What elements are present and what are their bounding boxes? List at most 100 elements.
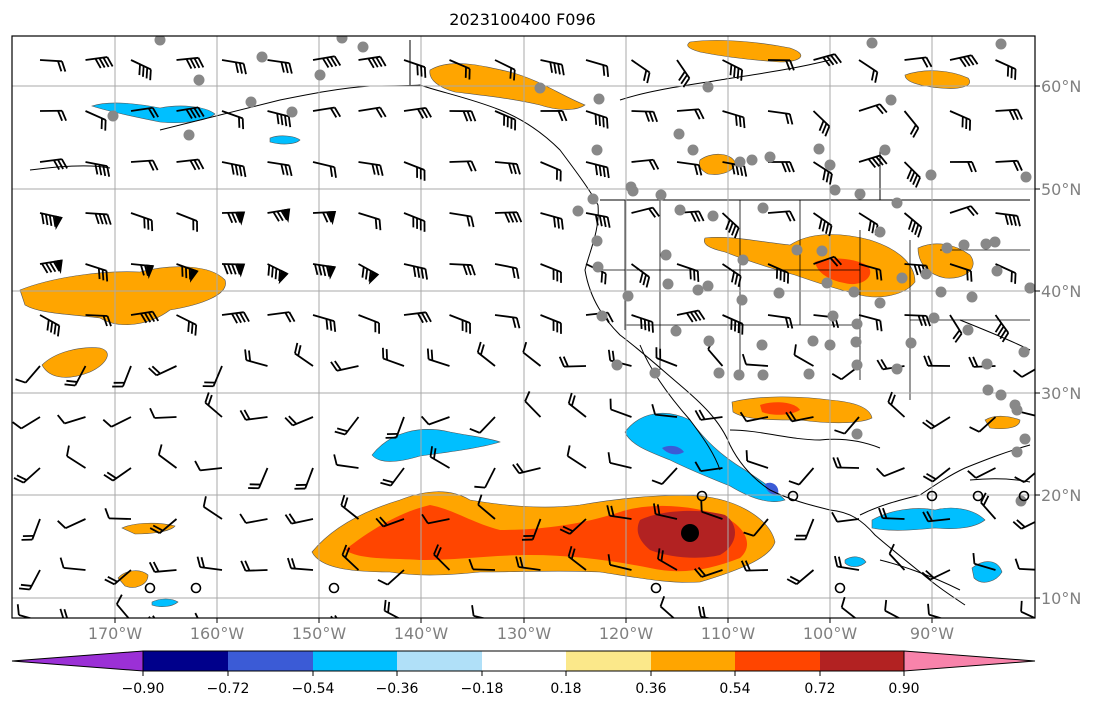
wind-barb — [149, 518, 178, 534]
station-marker — [357, 41, 369, 53]
wind-barb — [834, 555, 860, 571]
station-marker — [193, 74, 205, 86]
wind-barb — [585, 161, 610, 179]
station-marker — [336, 36, 348, 44]
wind-barb — [176, 314, 198, 336]
wind-barb — [722, 110, 746, 129]
wind-barb — [284, 415, 314, 427]
wind-barb — [1040, 264, 1067, 277]
lon-label: 120°W — [598, 624, 654, 643]
shade-pacific-blue-small-2 — [844, 556, 867, 567]
wind-barb — [972, 552, 996, 571]
wind-barb — [609, 398, 632, 418]
shade-plains-core — [815, 258, 871, 285]
station-marker — [928, 312, 940, 324]
wind-barb — [1038, 111, 1066, 128]
station-marker — [874, 226, 886, 238]
wind-barb — [858, 154, 888, 168]
wind-barb — [921, 569, 951, 581]
wind-barb — [221, 161, 247, 178]
wind-barb — [793, 344, 814, 367]
station-marker — [851, 359, 863, 371]
open-circle-marker — [650, 582, 662, 594]
wind-barb — [1012, 365, 1035, 378]
station-marker — [107, 110, 119, 122]
wind-barb — [312, 55, 342, 68]
lon-label: 170°W — [87, 624, 143, 643]
station-marker — [829, 184, 841, 196]
wind-barb — [540, 161, 562, 182]
shaded-negative-regions — [91, 102, 1003, 607]
wind-barb — [148, 615, 160, 618]
wind-barb — [585, 59, 610, 77]
wind-barb — [994, 314, 1010, 343]
wind-barb — [420, 415, 450, 426]
wind-barb — [380, 467, 405, 487]
wind-barb — [284, 513, 314, 525]
wind-barb — [103, 467, 132, 482]
wind-barb — [312, 314, 337, 332]
station-marker — [1019, 433, 1031, 445]
wind-barb — [196, 556, 223, 571]
shade-pacific-blue-small — [151, 598, 179, 607]
wind-barb — [358, 212, 382, 231]
wind-barb — [630, 263, 651, 288]
wind-barb — [840, 596, 860, 618]
wind-barb — [676, 161, 703, 176]
open-circle-marker — [1018, 490, 1030, 502]
station-marker — [995, 389, 1007, 401]
colorbar-label: 0.36 — [635, 681, 667, 697]
wind-barb — [767, 59, 795, 71]
wind-barb — [375, 516, 405, 528]
wind-barb — [741, 353, 769, 367]
wind-barb — [631, 314, 654, 333]
tropical-markers — [144, 490, 1030, 594]
station-marker — [807, 335, 819, 347]
colorbar-label: −0.54 — [291, 681, 335, 697]
wind-barb — [64, 365, 87, 387]
station-marker — [757, 369, 769, 381]
wind-barb — [832, 457, 860, 469]
wind-barb — [341, 544, 360, 571]
station-marker — [256, 51, 268, 63]
wind-barb — [477, 494, 496, 520]
wind-barb — [244, 349, 268, 367]
wind-barb — [858, 59, 879, 83]
station-marker — [850, 336, 862, 348]
wind-barb — [607, 554, 632, 571]
wind-barb — [923, 355, 951, 367]
wind-barb — [382, 347, 405, 367]
colorbar-segment — [566, 651, 651, 671]
station-marker — [734, 156, 746, 168]
wind-barb — [786, 569, 815, 585]
lon-label: 90°W — [909, 624, 955, 643]
wind-barb — [743, 518, 769, 537]
wind-barb — [767, 110, 794, 125]
station-marker — [662, 278, 674, 290]
colorbar-frame — [142, 650, 905, 672]
wind-barb — [333, 454, 359, 469]
colorbar-segment — [313, 651, 397, 671]
station-marker — [737, 254, 749, 266]
station-marker — [611, 359, 623, 371]
station-marker — [534, 82, 546, 94]
station-marker — [245, 96, 257, 108]
wind-barb — [721, 212, 740, 239]
station-marker — [591, 235, 603, 247]
shade-baja-dark — [662, 445, 684, 455]
wind-barb — [659, 595, 678, 618]
station-marker — [854, 188, 866, 200]
shade-caribbean-blue — [871, 507, 986, 531]
station-marker — [982, 384, 994, 396]
shade-central-america-blue — [971, 561, 1003, 583]
wind-barb — [221, 263, 246, 278]
wind-barbs — [12, 53, 1067, 618]
wind-barb — [494, 263, 520, 279]
wind-barb — [767, 263, 790, 284]
wind-barb — [887, 391, 906, 418]
wind-barb — [567, 545, 587, 571]
wind-barb — [21, 518, 41, 541]
station-marker — [687, 144, 699, 156]
wind-barb — [176, 158, 205, 171]
wind-barb — [13, 467, 41, 484]
